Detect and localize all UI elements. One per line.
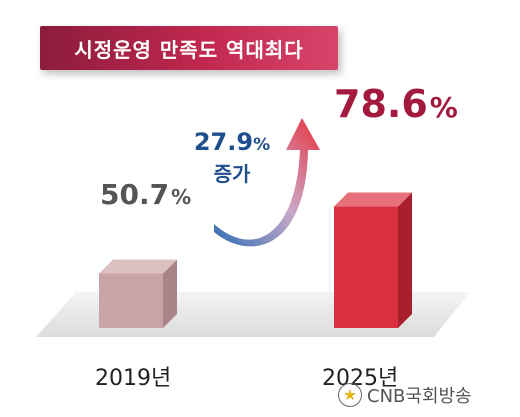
increase-arrow (214, 118, 320, 247)
data-label-2019: 50.7% (100, 178, 191, 211)
data-label-2019-value: 50.7 (100, 178, 170, 211)
bar-group (99, 192, 412, 328)
bar-2025-top (334, 192, 412, 207)
increase-annotation: 27.9% 증가 (190, 128, 274, 187)
broadcaster-logo: CNB국회방송 (338, 381, 472, 409)
emblem-icon (338, 383, 362, 407)
data-label-2025-unit: % (429, 91, 458, 124)
bar-2025-front (334, 206, 398, 328)
chart-title: 시정운영 만족도 역대최다 (74, 37, 304, 62)
data-label-2025: 78.6% (334, 82, 458, 126)
bar-2019-top (99, 259, 177, 274)
data-label-2019-unit: % (171, 185, 192, 209)
data-label-2025-value: 78.6 (334, 82, 428, 126)
category-label-2019: 2019년 (95, 366, 172, 391)
bar-2019-side (163, 259, 177, 328)
increase-word: 증가 (213, 162, 251, 186)
bar-2025-side (398, 192, 412, 328)
title-banner: 시정운영 만족도 역대최다 (40, 26, 338, 70)
increase-value: 27.9 (193, 128, 254, 156)
bar-2019-front (99, 273, 163, 328)
broadcaster-name: CNB국회방송 (367, 386, 472, 407)
category-label-2025: 2025년 (322, 366, 399, 391)
increase-unit: % (253, 135, 271, 155)
